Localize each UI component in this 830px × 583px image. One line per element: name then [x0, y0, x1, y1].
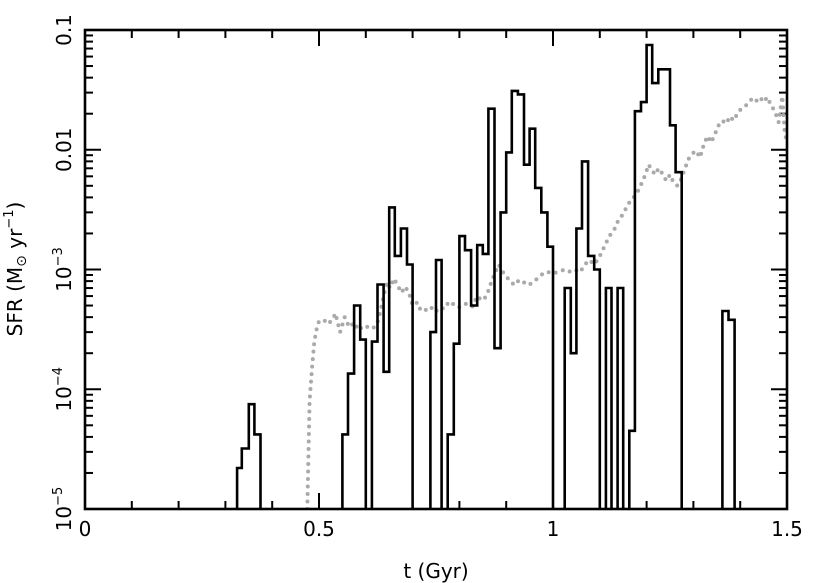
y-tick-label: 0.1	[52, 14, 76, 46]
histogram-sfr-series	[235, 43, 736, 509]
y-tick-label-base: 10	[52, 386, 76, 411]
y-tick-label-base: 10	[52, 506, 76, 531]
x-tick-label: 1.5	[771, 517, 803, 541]
y-tick-label: 0.01	[52, 127, 76, 172]
y-tick-label-exponent: −4	[51, 367, 66, 386]
y-tick-label-base: 10	[52, 266, 76, 291]
y-axis-label-suffix: )	[3, 202, 27, 210]
x-tick-label: 0	[79, 517, 92, 541]
plot-frame	[83, 28, 789, 511]
y-axis-label-unit: yr	[3, 228, 27, 255]
y-axis-label-prefix: SFR (M	[3, 267, 27, 337]
x-axis-label: t (Gyr)	[403, 559, 468, 583]
y-tick-labels: 10−510−410−30.010.1	[51, 14, 76, 531]
y-axis-label: SFR (M⊙ yr−1)	[2, 202, 30, 337]
y-tick-label-exponent: −3	[51, 247, 66, 266]
y-axis-label-exponent: −1	[2, 209, 17, 228]
x-tick-labels: 0 0.5 1 1.5	[79, 517, 803, 541]
x-tick-label: 1	[547, 517, 560, 541]
y-tick-label: 10−4	[51, 367, 76, 412]
y-tick-label: 10−3	[51, 247, 76, 292]
y-tick-label-exponent: −5	[51, 487, 66, 506]
y-tick-label: 10−5	[51, 487, 76, 532]
x-tick-label: 0.5	[303, 517, 335, 541]
dotted-sfr-series	[305, 93, 787, 509]
y-axis-label-sun-symbol: ⊙	[14, 255, 30, 267]
